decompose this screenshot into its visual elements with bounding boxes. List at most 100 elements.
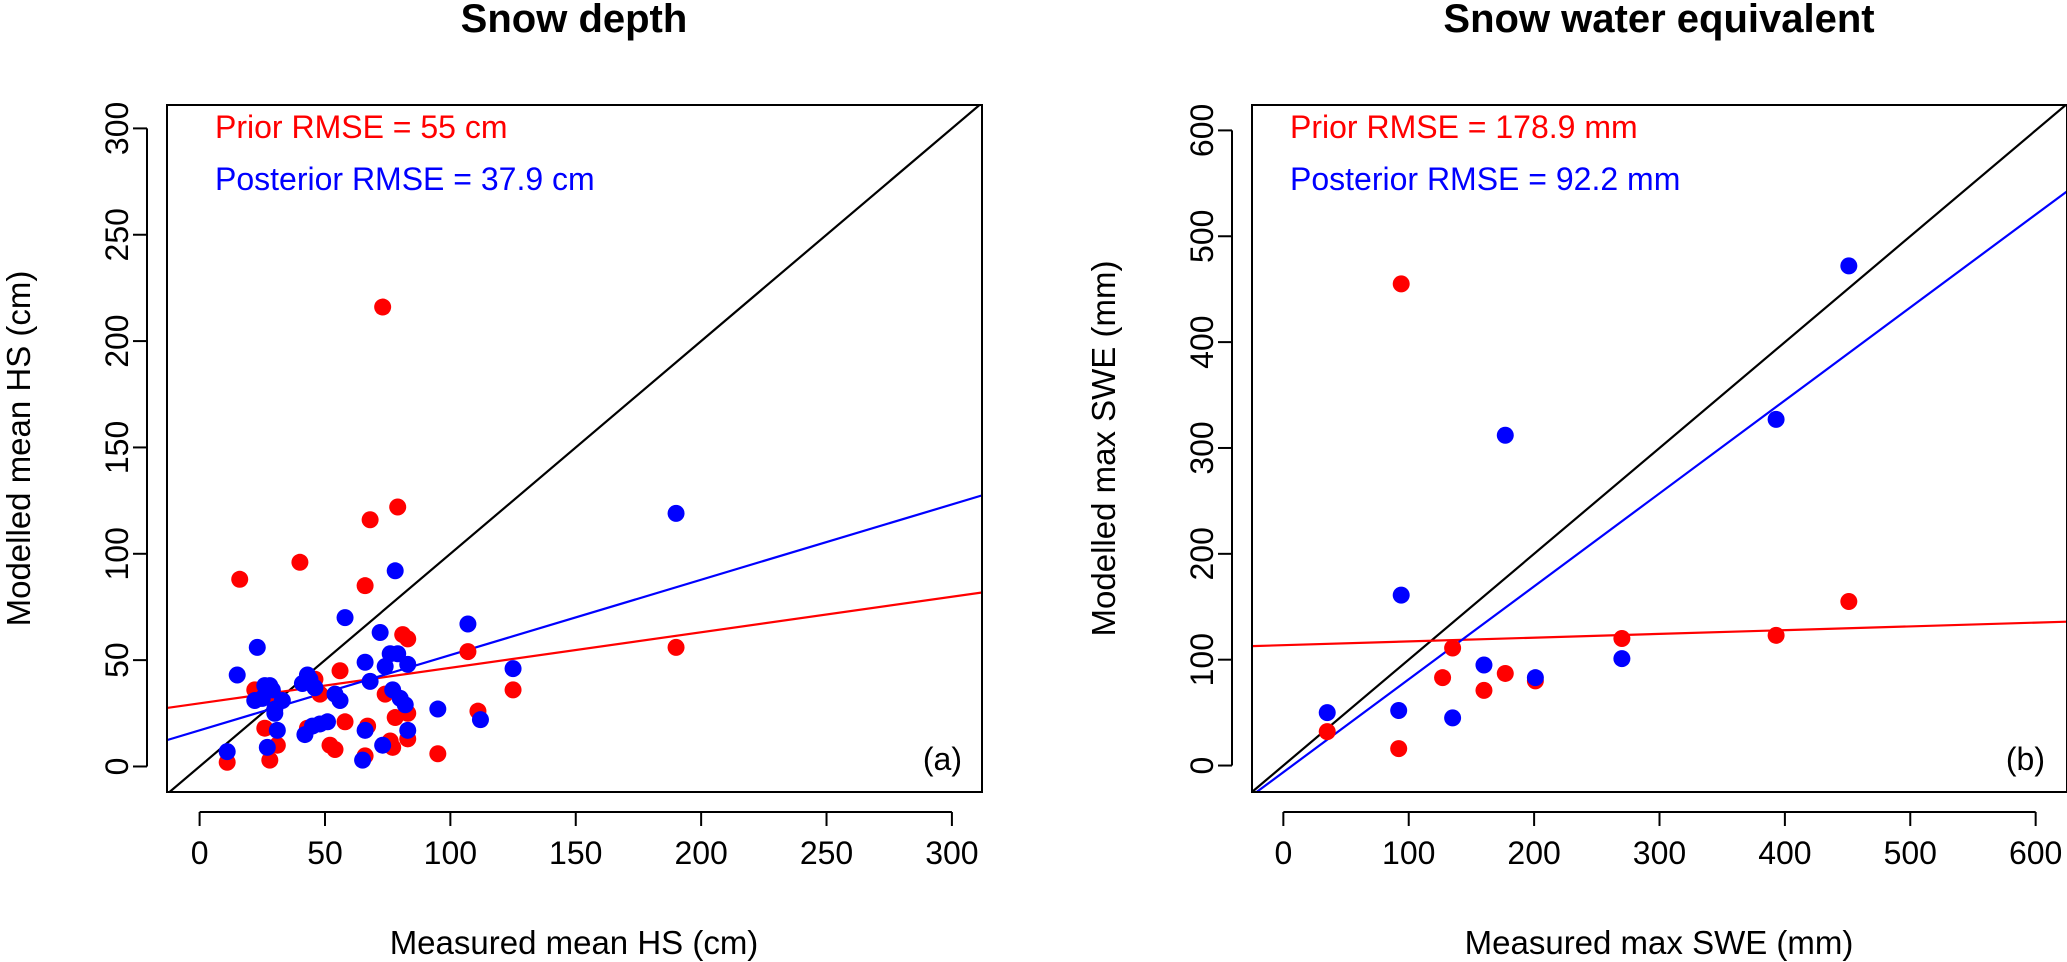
x-tick-label: 0: [1274, 835, 1292, 871]
prior-rmse-label: Prior RMSE = 55 cm: [215, 109, 508, 145]
y-axis-label: Modelled max SWE (mm): [1085, 261, 1122, 637]
prior-point: [261, 751, 279, 769]
x-axis-label: Measured mean HS (cm): [390, 924, 759, 961]
posterior-point: [371, 623, 389, 641]
posterior-fit-line: [1254, 190, 2067, 792]
x-tick-label: 300: [1633, 835, 1686, 871]
posterior-point: [1526, 669, 1544, 687]
x-tick-label: 300: [925, 835, 978, 871]
prior-point: [1840, 592, 1858, 610]
x-tick-label: 400: [1758, 835, 1811, 871]
posterior-point: [396, 696, 414, 714]
plot-frame: [1251, 104, 2067, 793]
prior-point: [374, 298, 392, 316]
posterior-point: [258, 738, 276, 756]
prior-point: [1767, 626, 1785, 644]
posterior-point: [1392, 586, 1410, 604]
posterior-point: [504, 660, 522, 678]
posterior-point: [268, 721, 286, 739]
y-axis-label: Modelled mean HS (cm): [0, 271, 37, 627]
panel-label: (b): [2006, 741, 2045, 777]
one-to-one-line: [1252, 105, 2067, 792]
posterior-point: [667, 504, 685, 522]
posterior-point: [389, 645, 407, 663]
prior-point: [231, 570, 249, 588]
posterior-rmse-label: Posterior RMSE = 92.2 mm: [1290, 161, 1680, 197]
panel-snow-depth: Snow depth Measured mean HS (cm) Modelled …: [0, 0, 983, 961]
y-tick-label: 600: [1184, 104, 1220, 157]
y-tick-label: 200: [1184, 527, 1220, 580]
x-tick-label: 50: [307, 835, 343, 871]
posterior-point: [218, 743, 236, 761]
x-tick-label: 600: [2009, 835, 2062, 871]
prior-point: [291, 553, 309, 571]
posterior-point: [263, 681, 281, 699]
x-tick-label: 200: [674, 835, 727, 871]
x-tick-label: 200: [1507, 835, 1560, 871]
posterior-point: [459, 615, 477, 633]
prior-point: [356, 577, 374, 595]
x-tick-label: 100: [1382, 835, 1435, 871]
prior-point: [361, 511, 379, 529]
y-tick-label: 0: [99, 758, 135, 776]
plot-area: [167, 105, 982, 792]
y-tick-label: 250: [99, 208, 135, 261]
x-tick-label: 100: [424, 835, 477, 871]
posterior-point: [429, 700, 447, 718]
y-tick-label: 50: [99, 642, 135, 678]
prior-point: [1496, 664, 1514, 682]
posterior-point: [273, 692, 291, 710]
posterior-point: [356, 653, 374, 671]
posterior-point: [1496, 426, 1514, 444]
posterior-point: [318, 713, 336, 731]
posterior-point: [1840, 257, 1858, 275]
posterior-point: [374, 736, 392, 754]
posterior-point: [354, 751, 372, 769]
posterior-point: [228, 666, 246, 684]
x-axis-label: Measured max SWE (mm): [1465, 924, 1854, 961]
prior-point: [1434, 669, 1452, 687]
y-tick-label: 500: [1184, 210, 1220, 263]
plot-frame: [166, 104, 983, 793]
panel-snow-water-equivalent: Snow water equivalent Measured max SWE (m…: [1085, 0, 2067, 961]
prior-point: [1318, 723, 1336, 741]
prior-point: [459, 643, 477, 661]
posterior-point: [1475, 656, 1493, 674]
posterior-point: [266, 704, 284, 722]
prior-point: [256, 719, 274, 737]
posterior-point: [1390, 701, 1408, 719]
posterior-point: [376, 658, 394, 676]
chart-title: Snow water equivalent: [1443, 0, 1874, 41]
x-tick-label: 0: [191, 835, 209, 871]
y-tick-label: 200: [99, 314, 135, 367]
posterior-point: [399, 655, 417, 673]
x-tick-label: 500: [1884, 835, 1937, 871]
prior-point: [1475, 681, 1493, 699]
posterior-point: [331, 692, 349, 710]
prior-point: [389, 498, 407, 516]
y-tick-label: 0: [1184, 757, 1220, 775]
posterior-point: [336, 609, 354, 627]
x-tick-label: 250: [800, 835, 853, 871]
panel-label: (a): [923, 741, 962, 777]
y-tick-label: 300: [99, 102, 135, 155]
posterior-fit-line: [167, 494, 982, 742]
posterior-point: [248, 638, 266, 656]
prior-point: [326, 740, 344, 758]
posterior-point: [399, 721, 417, 739]
prior-point: [1444, 639, 1462, 657]
y-tick-label: 100: [1184, 633, 1220, 686]
x-tick-label: 150: [549, 835, 602, 871]
plot-area: [1252, 105, 2067, 792]
prior-point: [1392, 275, 1410, 293]
posterior-point: [306, 679, 324, 697]
prior-point: [1613, 630, 1631, 648]
prior-point: [504, 681, 522, 699]
prior-point: [399, 630, 417, 648]
prior-point: [336, 713, 354, 731]
prior-point: [667, 638, 685, 656]
prior-point: [1390, 740, 1408, 758]
y-tick-label: 300: [1184, 421, 1220, 474]
prior-rmse-label: Prior RMSE = 178.9 mm: [1290, 109, 1638, 145]
